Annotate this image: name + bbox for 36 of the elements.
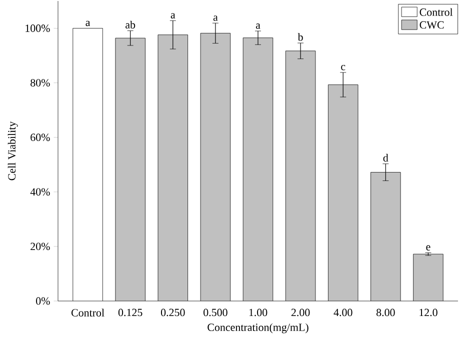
- x-tick-label: 2.00: [291, 308, 310, 316]
- x-axis-title: Concentration(mg/mL): [208, 323, 308, 334]
- text: Control: [420, 8, 453, 16]
- annotation: d: [383, 154, 388, 162]
- annotation: a: [86, 20, 90, 26]
- bar: [200, 33, 230, 301]
- annotation: b: [298, 33, 303, 41]
- bar: [158, 34, 188, 301]
- y-tick-label: 40%: [30, 188, 50, 196]
- bar: [413, 254, 444, 301]
- annotation: a: [170, 13, 176, 18]
- annotation: a: [213, 16, 218, 21]
- x-tick-label: 0.125: [118, 308, 142, 316]
- legend-label: CWC: [420, 21, 444, 29]
- x-tick-label: 0.500: [204, 308, 228, 316]
- x-tick-label: 0.250: [160, 308, 185, 316]
- bar: [115, 38, 146, 301]
- x-tick-label: 4.00: [334, 308, 352, 316]
- y-tick-label: 60%: [30, 134, 50, 142]
- y-tick-label: 0%: [36, 297, 50, 305]
- x-tick-label: 12.0: [420, 308, 438, 316]
- x-tick-label: 8.00: [376, 308, 395, 316]
- annotation: e: [426, 245, 430, 251]
- y-tick-label: 100%: [26, 24, 50, 32]
- x-tick-label: 1.00: [249, 308, 268, 316]
- bar: [328, 84, 358, 301]
- bar: [286, 50, 316, 301]
- bar: [370, 172, 401, 301]
- y-tick-label: 80%: [30, 79, 50, 87]
- y-tick-label: 20%: [30, 242, 50, 250]
- bar: [243, 38, 273, 301]
- annotation: ab: [126, 20, 136, 29]
- annotation: c: [341, 65, 346, 70]
- annotation: a: [256, 24, 260, 29]
- x-tick-label: Control: [71, 308, 104, 316]
- y-axis-title: Cell Viability: [8, 121, 18, 180]
